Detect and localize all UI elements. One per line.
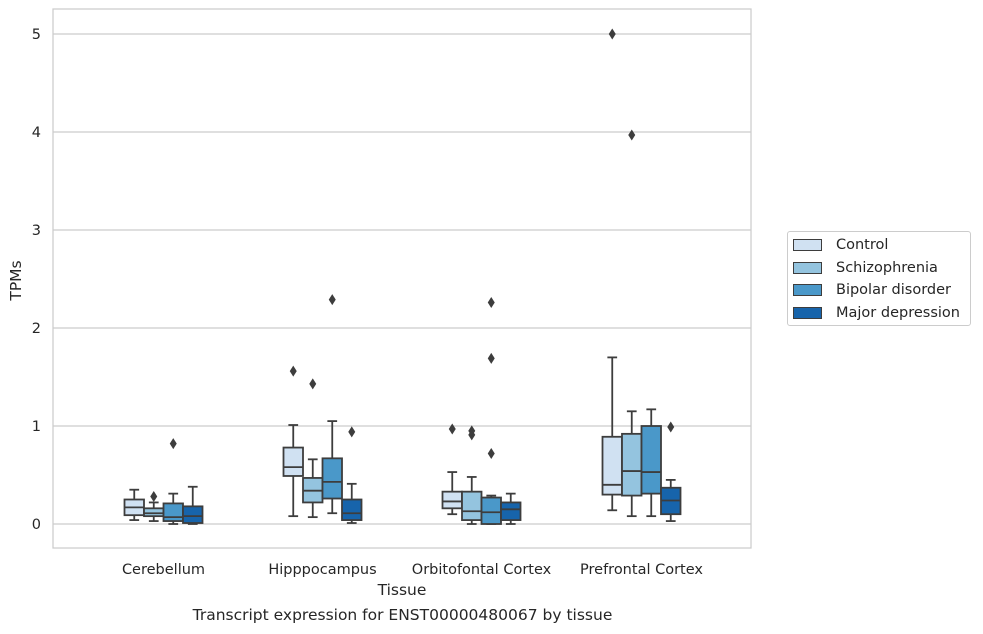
iqr-box xyxy=(640,425,662,495)
iqr-box xyxy=(143,507,165,518)
legend-label: Control xyxy=(836,237,889,253)
outlier-point xyxy=(487,297,495,309)
legend-label: Major depression xyxy=(836,304,960,321)
tick-labels: 0 1 2 3 4 5 Cerebellum Hipppocampus Orbitofontal… xyxy=(32,27,704,578)
iqr-box xyxy=(341,498,363,521)
iqr-box xyxy=(182,505,204,524)
box-bipolar-disorder xyxy=(321,294,343,515)
y-tick-label: 4 xyxy=(32,125,41,141)
outlier-point xyxy=(608,28,616,40)
outlier-point xyxy=(289,365,297,377)
legend-item: Major depression xyxy=(793,304,960,322)
box-control xyxy=(441,423,463,516)
box-bipolar-disorder xyxy=(480,297,502,525)
box-major-depression xyxy=(500,492,522,525)
y-axis-label: TPMs xyxy=(7,260,25,301)
iqr-box xyxy=(461,490,483,521)
legend-item: Bipolar disorder xyxy=(793,281,951,299)
x-tick-label: Orbitofontal Cortex xyxy=(412,562,552,578)
box-control xyxy=(123,488,145,521)
legend-label: Schizophrenia xyxy=(836,259,938,276)
y-tick-label: 5 xyxy=(32,27,41,43)
x-tick-label: Hipppocampus xyxy=(268,562,376,578)
box-bipolar-disorder xyxy=(640,408,662,518)
outlier-point xyxy=(487,352,495,364)
x-axis-label: Tissue xyxy=(377,581,427,599)
y-tick-label: 1 xyxy=(32,419,41,435)
iqr-box xyxy=(321,457,343,500)
box-control xyxy=(601,28,623,512)
boxes xyxy=(123,28,682,525)
legend-item: Schizophrenia xyxy=(793,259,938,277)
x-tick-label: Cerebellum xyxy=(122,562,205,578)
legend-swatch xyxy=(793,239,822,251)
box-control xyxy=(282,365,304,518)
iqr-box xyxy=(500,501,522,521)
box-major-depression xyxy=(341,426,363,524)
y-tick-label: 2 xyxy=(32,321,41,337)
iqr-box xyxy=(282,446,304,477)
box-bipolar-disorder xyxy=(162,438,184,525)
y-tick-label: 0 xyxy=(32,517,41,533)
box-schizophrenia xyxy=(621,129,643,518)
box-major-depression xyxy=(182,485,204,525)
outlier-point xyxy=(448,423,456,435)
legend-swatch xyxy=(793,261,822,274)
chart-legend: Control Schizophrenia Bipolar disorder Majo… xyxy=(787,231,971,326)
outlier-point xyxy=(468,425,476,437)
legend-label: Bipolar disorder xyxy=(836,282,951,298)
gridlines xyxy=(53,33,751,525)
chart-caption: Transcript expression for ENST0000048006… xyxy=(192,606,613,624)
iqr-box xyxy=(601,435,623,496)
legend-item: Control xyxy=(793,236,888,254)
outlier-point xyxy=(628,129,636,141)
iqr-box xyxy=(621,432,643,497)
box-major-depression xyxy=(660,421,682,522)
legend-swatch xyxy=(793,306,822,319)
outlier-point xyxy=(309,378,317,390)
box-schizophrenia xyxy=(302,378,324,519)
x-tick-label: Prefrontal Cortex xyxy=(580,562,703,578)
iqr-box xyxy=(480,496,502,525)
outlier-point xyxy=(667,421,675,433)
outlier-point xyxy=(487,447,495,459)
outlier-point xyxy=(328,294,336,306)
y-tick-label: 3 xyxy=(32,223,41,239)
plot-area-frame xyxy=(52,8,752,549)
legend-swatch xyxy=(793,284,822,296)
outlier-point xyxy=(169,438,177,450)
box-schizophrenia xyxy=(461,425,483,525)
box-schizophrenia xyxy=(143,491,165,522)
outlier-point xyxy=(150,491,158,503)
iqr-box xyxy=(441,490,463,510)
iqr-box xyxy=(162,502,184,522)
outlier-point xyxy=(348,426,356,438)
